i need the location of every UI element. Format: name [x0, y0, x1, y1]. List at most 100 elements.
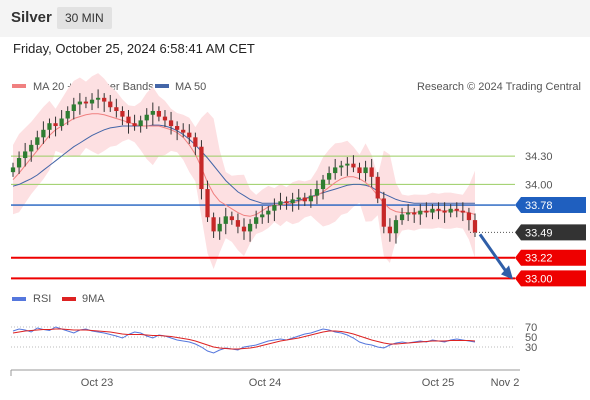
ma20-legend-swatch: [12, 84, 26, 88]
candle-body: [247, 223, 253, 232]
candle-body: [436, 208, 441, 211]
forecast-arrow-head: [501, 265, 513, 280]
candle-body: [23, 151, 28, 159]
x-axis: Oct 23 Oct 24 Oct 25 Nov 2: [81, 377, 520, 389]
candle-body: [211, 217, 216, 232]
timestamp: Friday, October 25, 2024 6:58:41 AM CET: [13, 41, 255, 56]
candle-body: [217, 223, 222, 232]
candle-body: [114, 107, 119, 111]
candle-body: [47, 123, 52, 130]
candle-body: [16, 158, 22, 168]
candle-body: [187, 132, 192, 138]
level-tag-33.00: [515, 270, 586, 287]
rsi-line: [12, 326, 476, 354]
rsi-tick-50: 50: [525, 332, 537, 344]
candle-body: [387, 226, 393, 234]
candle-body: [223, 216, 228, 224]
candle-body: [89, 99, 95, 104]
x-tick-label: Oct 24: [249, 377, 281, 389]
moving-averages: [12, 113, 476, 217]
candle-body: [284, 201, 289, 204]
candle-body: [418, 210, 423, 215]
candle-body: [156, 110, 162, 117]
rsi-tick-70: 70: [525, 322, 537, 334]
candle-body: [53, 123, 58, 127]
candle-body: [229, 216, 234, 221]
candle-body: [138, 120, 143, 127]
rsi-legend-swatch: [12, 297, 26, 301]
candle-body: [369, 167, 374, 177]
candle-body: [351, 163, 356, 168]
candle-body: [77, 101, 82, 105]
ma50-legend-swatch: [155, 84, 169, 88]
x-tick-label: Oct 23: [81, 377, 113, 389]
candle-body: [393, 220, 399, 234]
candle-body: [320, 179, 326, 190]
level-tag-33.22: [515, 249, 586, 266]
candle-body: [454, 208, 459, 211]
candle-body: [83, 101, 89, 104]
rsi-ma-line: [12, 328, 476, 350]
candle-body: [150, 110, 155, 115]
candle-body: [95, 97, 101, 100]
rsi-ma-legend-label: 9MA: [82, 293, 105, 305]
candle-body: [333, 167, 338, 174]
candle-body: [59, 118, 64, 127]
candle-body: [363, 167, 368, 174]
candle-body: [308, 195, 313, 202]
ma20-line: [12, 113, 476, 217]
candle-body: [254, 217, 259, 224]
candle-body: [235, 220, 241, 227]
candle-body: [326, 173, 332, 180]
candle-body: [430, 208, 435, 213]
candle-body: [278, 201, 283, 206]
level-labels: 34.30 34.00 33.78 33.49 33.22 33.00: [515, 151, 586, 287]
candle-body: [193, 137, 198, 147]
candle-body: [375, 176, 380, 199]
candle-body: [466, 212, 472, 221]
candle-body: [181, 129, 186, 133]
level-tag-33.49: [515, 224, 586, 241]
candle-body: [302, 197, 307, 202]
rsi-tick-30: 30: [525, 342, 537, 354]
candle-body: [35, 137, 40, 145]
candle-body: [102, 97, 107, 102]
candle-body: [296, 197, 301, 200]
candle-body: [132, 123, 137, 127]
candle-body: [406, 212, 411, 215]
candle-body: [260, 214, 265, 218]
candle-body: [399, 214, 405, 221]
candle-body: [381, 198, 386, 227]
candle-body: [41, 129, 46, 138]
price-levels: [11, 155, 515, 280]
ma50-line: [12, 124, 475, 204]
ma50-legend-label: MA 50: [175, 81, 206, 93]
candle-body: [266, 210, 271, 215]
candle-body: [199, 146, 204, 190]
candle-body: [162, 116, 168, 121]
rsi-ma-legend-swatch: [62, 297, 76, 301]
candle-body: [108, 101, 113, 108]
level-label-33.00: 33.00: [525, 273, 553, 285]
level-label-33.78: 33.78: [525, 200, 553, 212]
candle-body: [126, 116, 131, 124]
candle-body: [448, 208, 453, 213]
candle-body: [120, 110, 125, 117]
candle-body: [144, 114, 149, 121]
level-label-34.00: 34.00: [525, 179, 553, 191]
candle-body: [357, 167, 362, 174]
instrument-title: Silver: [11, 9, 52, 26]
x-tick-label: Nov 2: [491, 377, 520, 389]
candle-body: [412, 212, 417, 215]
candle-body: [460, 210, 465, 213]
timeframe-button[interactable]: 30 MIN: [57, 7, 112, 29]
candle-body: [472, 220, 478, 233]
candle-body: [65, 110, 70, 119]
credit-text: Research © 2024 Trading Central: [417, 81, 581, 93]
candle-body: [241, 226, 247, 232]
candle-body: [290, 199, 295, 204]
candle-body: [205, 189, 210, 218]
candle-body: [442, 210, 447, 213]
